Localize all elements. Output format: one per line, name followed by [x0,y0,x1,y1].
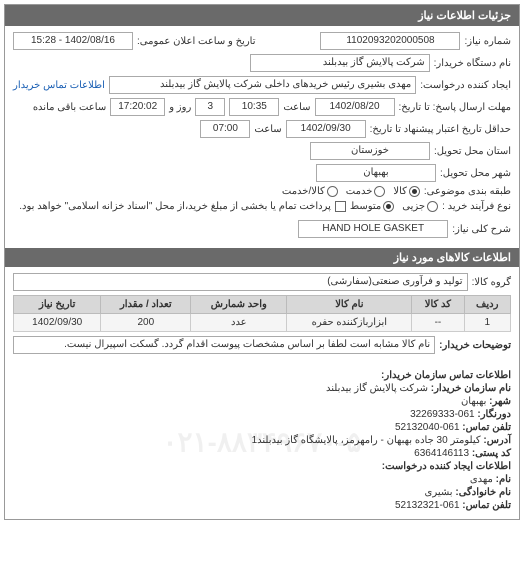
td-qty: 200 [101,314,191,332]
goods-table: ردیف کد کالا نام کالا واحد شمارش تعداد /… [13,295,511,332]
contact-link[interactable]: اطلاعات تماس خریدار [13,80,105,91]
treasury-checkbox[interactable] [335,201,346,212]
th-row: ردیف [464,296,510,314]
td-code: -- [412,314,464,332]
buyer-org-value: شرکت پالایش گاز بیدبلند [250,54,430,72]
contact-address: آدرس: کیلومتر 30 جاده بهبهان - رامهرمز، … [13,435,511,446]
deal-date-label: حداقل تاریخ اعتبار پیشنهاد تا تاریخ: [370,124,511,135]
time-label-1: ساعت [283,102,310,113]
deal-date: 1402/09/30 [286,120,366,138]
payment-note: پرداخت تمام یا بخشی از مبلغ خرید،از محل … [19,201,331,212]
th-qty: تعداد / مقدار [101,296,191,314]
th-date: تاریخ نیاز [14,296,101,314]
contact-city: شهر: بهبهان [13,396,511,407]
creator-header: اطلاعات ایجاد کننده درخواست: [13,461,511,472]
remain-label-1: روز و [169,102,191,113]
radio-service-label: خدمت [346,186,373,197]
buyer-notes-label: توضیحات خریدار: [439,340,511,351]
contact-postcode: کد پستی: 6364146113 [13,448,511,459]
need-number-value: 1102093202000508 [320,32,460,50]
deadline-date: 1402/08/20 [315,98,395,116]
creator-phone: تلفن تماس: 061-52132321 [13,500,511,511]
need-number-label: شماره نیاز: [464,36,511,47]
row-purchase-type: نوع فرآیند خرید : جزیی متوسط پرداخت تمام… [13,201,511,212]
radio-small-item[interactable]: جزیی [402,201,438,212]
row-buyer-org: نام دستگاه خریدار: شرکت پالایش گاز بیدبل… [13,54,511,72]
radio-service-item[interactable]: خدمت [346,186,386,197]
radio-goods-item[interactable]: کالا [393,186,420,197]
radio-both-label: کالا/خدمت [282,186,325,197]
announce-value: 1402/08/16 - 15:28 [13,32,133,50]
contact-phone: تلفن تماس: 061-52132040 [13,422,511,433]
radio-medium[interactable] [383,201,394,212]
deal-time: 07:00 [200,120,250,138]
time-label-2: ساعت [254,124,281,135]
td-name: ابزاربازکننده حفره [287,314,412,332]
creator-name: نام: مهدی [13,474,511,485]
radio-small[interactable] [427,201,438,212]
creator-value: مهدی بشیری رئیس خریدهای داخلی شرکت پالای… [109,76,416,94]
th-code: کد کالا [412,296,464,314]
td-unit: عدد [191,314,287,332]
contact-section: ۰۲۱-۸۸۳۴۹۶۷۰-۵ اطلاعات تماس سازمان خریدا… [5,364,519,519]
summary-value: HAND HOLE GASKET [298,220,448,238]
radio-small-label: جزیی [402,201,425,212]
summary-label: شرح کلی نیاز: [452,224,511,235]
th-unit: واحد شمارش [191,296,287,314]
remain-days: 3 [195,98,225,116]
row-summary: شرح کلی نیاز: HAND HOLE GASKET [13,220,511,238]
city-label: شهر محل تحویل: [440,168,511,179]
th-name: نام کالا [287,296,412,314]
creator-label: ایجاد کننده درخواست: [420,80,511,91]
purchase-radio-group: جزیی متوسط [350,201,438,212]
table-row: 1 -- ابزاربازکننده حفره عدد 200 1402/09/… [14,314,511,332]
city-value: بهبهان [316,164,436,182]
radio-service[interactable] [374,186,385,197]
row-province: استان محل تحویل: خوزستان [13,142,511,160]
form-area: شماره نیاز: 1102093202000508 تاریخ و ساع… [5,26,519,248]
radio-both-item[interactable]: کالا/خدمت [282,186,338,197]
buyer-notes-value: نام کالا مشابه است لطفا بر اساس مشخصات پ… [13,336,435,354]
deadline-label: مهلت ارسال پاسخ: تا تاریخ: [399,102,511,113]
row-goods-group: گروه کالا: تولید و فرآوری صنعتی(سفارشی) [13,273,511,291]
row-category: طبقه بندی موضوعی: کالا خدمت کالا/خدمت [13,186,511,197]
goods-group-label: گروه کالا: [472,277,511,288]
goods-area: گروه کالا: تولید و فرآوری صنعتی(سفارشی) … [5,267,519,364]
category-radio-group: کالا خدمت کالا/خدمت [282,186,420,197]
row-creator: ایجاد کننده درخواست: مهدی بشیری رئیس خری… [13,76,511,94]
contact-header: اطلاعات تماس سازمان خریدار: [13,370,511,381]
page-header: جزئیات اطلاعات نیاز [5,5,519,26]
province-label: استان محل تحویل: [434,146,511,157]
contact-org: نام سازمان خریدار: شرکت پالایش گاز بیدبل… [13,383,511,394]
creator-surname: نام خانوادگی: بشیری [13,487,511,498]
row-deadline: مهلت ارسال پاسخ: تا تاریخ: 1402/08/20 سا… [13,98,511,116]
row-deal-date: حداقل تاریخ اعتبار پیشنهاد تا تاریخ: 140… [13,120,511,138]
contact-fax: دورنگار: 061-32269333 [13,409,511,420]
category-label: طبقه بندی موضوعی: [424,186,511,197]
row-buyer-notes: توضیحات خریدار: نام کالا مشابه است لطفا … [13,336,511,354]
radio-medium-item[interactable]: متوسط [350,201,394,212]
deadline-time: 10:35 [229,98,279,116]
remain-label-2: ساعت باقی مانده [33,102,106,113]
main-container: جزئیات اطلاعات نیاز شماره نیاز: 11020932… [4,4,520,520]
purchase-type-label: نوع فرآیند خرید : [442,201,511,212]
table-header-row: ردیف کد کالا نام کالا واحد شمارش تعداد /… [14,296,511,314]
remain-time: 17:20:02 [110,98,165,116]
row-city: شهر محل تحویل: بهبهان [13,164,511,182]
goods-header: اطلاعات کالاهای مورد نیاز [5,248,519,267]
td-row: 1 [464,314,510,332]
province-value: خوزستان [310,142,430,160]
radio-goods[interactable] [409,186,420,197]
announce-label: تاریخ و ساعت اعلان عمومی: [137,36,256,47]
buyer-org-label: نام دستگاه خریدار: [434,58,511,69]
goods-group-value: تولید و فرآوری صنعتی(سفارشی) [13,273,468,291]
row-need-number: شماره نیاز: 1102093202000508 تاریخ و ساع… [13,32,511,50]
radio-medium-label: متوسط [350,201,381,212]
td-date: 1402/09/30 [14,314,101,332]
radio-both[interactable] [327,186,338,197]
radio-goods-label: کالا [393,186,407,197]
